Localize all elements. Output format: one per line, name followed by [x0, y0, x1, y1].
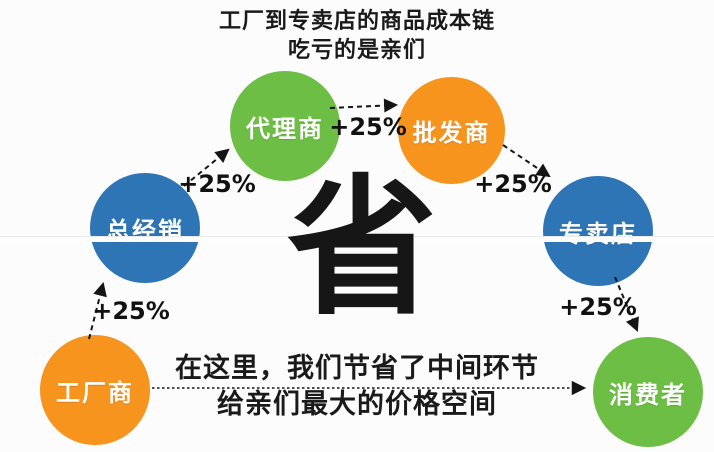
save-character: 省	[286, 162, 437, 336]
node-consumer-label: 消费者	[609, 380, 687, 409]
markup-label-agent-wholesaler: +25%	[329, 113, 407, 141]
markup-label-store-consumer: +25%	[559, 293, 637, 321]
markup-label-wholesaler-store: +25%	[474, 170, 552, 198]
node-factory: 工厂商	[40, 335, 150, 445]
node-agent-label: 代理商	[246, 114, 324, 143]
node-specialty-store: 专卖店	[543, 176, 653, 286]
title-line-1: 工厂到专卖店的商品成本链	[218, 9, 495, 34]
node-wholesaler: 批发商	[398, 77, 505, 184]
bottom-caption-line-1: 在这里，我们节省了中间环节	[175, 353, 539, 384]
node-factory-label: 工厂商	[56, 378, 134, 407]
horizontal-divider	[0, 236, 714, 242]
node-specialty-store-label: 专卖店	[559, 219, 637, 248]
node-agent: 代理商	[230, 71, 340, 181]
title-line-2: 吃亏的是亲们	[287, 38, 426, 64]
diagram-title: 工厂到专卖店的商品成本链 吃亏的是亲们	[0, 7, 714, 65]
markup-label-factory-distributor: +25%	[92, 297, 170, 325]
node-consumer: 消费者	[593, 337, 703, 447]
markup-label-distributor-agent: +25%	[178, 170, 256, 198]
bottom-caption-line-2: 给亲们最大的价格空间	[217, 388, 497, 420]
arrow-agent-to-wholesaler	[329, 98, 399, 113]
node-wholesaler-label: 批发商	[412, 119, 491, 147]
bottom-caption: 在这里，我们节省了中间环节 给亲们最大的价格空间	[0, 351, 714, 423]
